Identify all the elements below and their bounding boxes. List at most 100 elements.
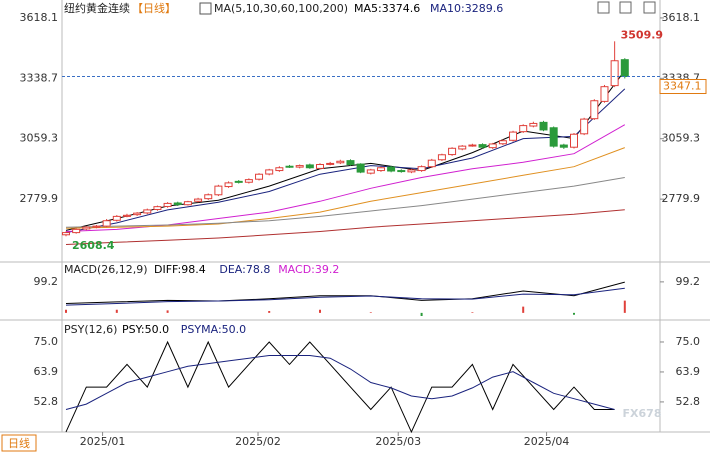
legend-ma10: MA10:3289.6: [430, 2, 503, 15]
macd-bar: [369, 312, 372, 313]
candle-body: [559, 144, 568, 148]
ma-label: MA(5,10,30,60,100,200): [214, 2, 348, 15]
y-tick-label: 3338.7: [20, 71, 59, 84]
candle-body: [397, 170, 406, 173]
candle-body: [366, 169, 375, 174]
candle-body: [173, 202, 182, 205]
last-price-label: 3347.1: [663, 80, 702, 93]
candle-body: [529, 122, 538, 127]
candle-body: [458, 145, 467, 150]
candle-body: [265, 169, 274, 175]
candle-body: [316, 164, 324, 169]
candle-body: [285, 165, 294, 168]
y-tick-label: 2779.9: [662, 192, 701, 205]
candle-body: [72, 228, 81, 234]
indicator-icon[interactable]: [199, 2, 212, 15]
candle-body: [600, 86, 609, 102]
min-label: 2608.4: [72, 239, 115, 252]
period-label: 【日线】: [132, 1, 176, 15]
candle-body: [580, 118, 589, 135]
candle-body: [224, 182, 233, 188]
candle-body: [468, 144, 477, 147]
legend-entry: PSY:50.0: [122, 323, 169, 336]
ma-line: [65, 209, 625, 245]
candle-body: [539, 121, 548, 131]
candle-body: [133, 212, 142, 216]
candle-body: [326, 162, 335, 165]
candle-body: [417, 166, 426, 172]
macd-title: MACD(26,12,9): [64, 263, 148, 276]
macd-bar: [65, 309, 67, 313]
watermark: FX678: [623, 407, 662, 420]
candle-body: [519, 125, 528, 133]
macd-line: [65, 287, 625, 306]
candle-body: [234, 180, 243, 183]
macd-bar: [166, 310, 169, 313]
candle-body: [204, 194, 213, 200]
candle-body: [448, 147, 457, 156]
y-tick-label: 63.9: [34, 365, 59, 378]
legend-ma5: MA5:3374.6: [354, 2, 420, 15]
candle-body: [427, 159, 436, 168]
tool-icon[interactable]: [597, 1, 610, 14]
macd-bar: [522, 306, 525, 313]
candle-body: [498, 140, 507, 145]
candle-body: [336, 160, 345, 164]
candle-body: [610, 60, 619, 87]
candle-body: [194, 198, 203, 202]
candle-body: [163, 202, 172, 207]
candle-body: [62, 232, 70, 236]
chart-title: 纽约黄金连续: [64, 1, 130, 15]
legend-entry: PSYMA:50.0: [181, 323, 246, 336]
y-tick-label: 3618.1: [20, 11, 59, 24]
toolbar: [597, 1, 656, 14]
candle-body: [295, 165, 304, 168]
macd-bar: [115, 309, 118, 313]
psy-line: [65, 340, 615, 434]
max-label: 3509.9: [621, 28, 663, 41]
x-tick-label: 2025/02: [235, 435, 281, 448]
y-tick-label: 99.2: [676, 275, 701, 288]
candle-body: [244, 179, 253, 183]
candle-body: [509, 131, 518, 141]
x-tick-label: 2025/03: [375, 435, 421, 448]
candle-body: [620, 59, 629, 78]
macd-bar: [623, 300, 626, 313]
period-button-label[interactable]: 日线: [8, 436, 30, 450]
y-tick-label: 52.8: [34, 395, 59, 408]
y-tick-label: 75.0: [34, 335, 59, 348]
candle-body: [122, 214, 131, 217]
candle-body: [102, 220, 111, 227]
y-tick-label: 99.2: [34, 275, 59, 288]
x-tick-label: 2025/01: [80, 435, 126, 448]
y-tick-label: 3059.3: [20, 132, 59, 145]
period-button[interactable]: [1, 434, 37, 452]
tool-icon[interactable]: [619, 1, 632, 14]
psy-title: PSY(12,6): [64, 323, 117, 336]
candle-body: [376, 167, 385, 172]
candle-body: [305, 164, 314, 169]
y-tick-label: 75.0: [676, 335, 701, 348]
y-tick-label: 63.9: [676, 365, 701, 378]
candle-body: [407, 169, 416, 173]
tool-icon[interactable]: [643, 1, 656, 14]
ma-line: [65, 88, 626, 234]
candle-body: [214, 185, 223, 196]
candle-body: [255, 173, 264, 180]
y-tick-label: 3059.3: [662, 132, 701, 145]
macd-bar: [420, 312, 423, 316]
ma-line: [65, 147, 625, 229]
psy-line: [65, 355, 615, 410]
macd-bar: [319, 309, 321, 313]
candle-body: [143, 209, 152, 214]
candle-body: [590, 100, 599, 120]
candle-body: [92, 225, 101, 228]
candle-body: [570, 133, 578, 148]
legend-entry: DEA:78.8: [219, 263, 270, 276]
candle-body: [275, 167, 284, 172]
candle-body: [478, 144, 487, 148]
macd-bar: [471, 312, 474, 313]
candle-body: [183, 201, 192, 206]
candle-body: [488, 143, 497, 149]
